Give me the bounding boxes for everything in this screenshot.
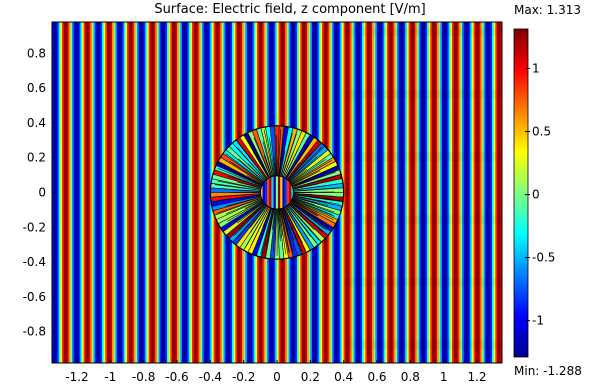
scatter-shading	[344, 27, 502, 36]
colorbar-tick-label: -1	[532, 314, 544, 328]
plot-title: Surface: Electric field, z component [V/…	[80, 2, 500, 17]
x-tick-label: -0.8	[132, 370, 155, 384]
y-tick-label: 0.4	[27, 116, 46, 130]
scatter-shading	[344, 278, 502, 287]
y-tick-label: 0	[38, 186, 46, 200]
colorbar-tick-label: -0.5	[532, 251, 555, 265]
x-tick-label: 0.2	[301, 370, 320, 384]
y-tick-label: 0.8	[27, 46, 46, 60]
x-tick-label: 1	[440, 370, 448, 384]
x-tick-label: 0.8	[401, 370, 420, 384]
colorbar-min-label: Min: -1.288	[514, 364, 582, 378]
colorbar-tick-label: 0	[532, 188, 540, 202]
x-tick-label: -0.2	[232, 370, 255, 384]
x-tick-label: 0	[273, 370, 281, 384]
y-tick-label: -0.2	[23, 220, 46, 234]
x-tick-label: -1.2	[65, 370, 88, 384]
x-axis-ticks: -1.2 -1 -0.8 -0.6 -0.4 -0.2 0 0.2 0.4 0.6 0.8 1 1.2	[65, 360, 486, 384]
scatter-shading	[344, 152, 502, 161]
scatter-shading	[344, 215, 502, 224]
colorbar-tick-label: 1	[532, 61, 540, 75]
x-tick-label: 1.2	[467, 370, 486, 384]
colorbar	[514, 29, 528, 357]
x-tick-label: -1	[104, 370, 116, 384]
y-tick-label: -0.4	[23, 255, 46, 269]
x-tick-label: 0.4	[334, 370, 353, 384]
colorbar-tick-label: 0.5	[532, 125, 551, 139]
x-tick-label: -0.4	[199, 370, 222, 384]
y-axis-ticks: 0.8 0.6 0.4 0.2 0 -0.2 -0.4 -0.6 -0.8	[23, 46, 55, 338]
x-tick-label: 0.6	[367, 370, 386, 384]
cloak-ring	[210, 126, 343, 259]
y-tick-label: -0.6	[23, 290, 46, 304]
y-tick-label: -0.8	[23, 325, 46, 339]
scatter-shading	[344, 340, 502, 349]
colorbar-ticks: 1 0.5 0 -0.5 -1	[525, 61, 555, 327]
scatter-shading	[344, 90, 502, 99]
y-tick-label: 0.2	[27, 151, 46, 165]
y-tick-label: 0.6	[27, 81, 46, 95]
colorbar-max-label: Max: 1.313	[514, 3, 581, 17]
cloak-core	[262, 176, 293, 209]
x-tick-label: -0.6	[165, 370, 188, 384]
